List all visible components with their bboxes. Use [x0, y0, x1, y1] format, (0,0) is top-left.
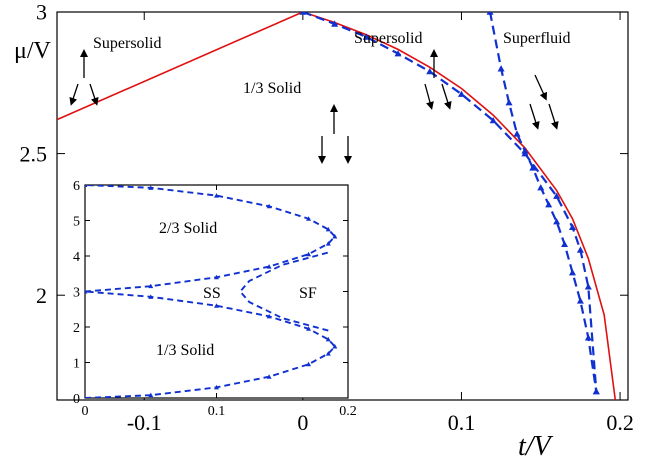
series-point-1 — [266, 203, 272, 209]
series-point-1 — [214, 274, 219, 280]
label-superfluid: Superfluid — [503, 30, 571, 47]
series-point-0 — [266, 313, 272, 319]
y-tick-label: 3 — [36, 0, 47, 25]
series-point-2 — [486, 12, 494, 15]
inset-series-group — [85, 185, 338, 398]
series-point-2 — [584, 334, 592, 341]
label-ss-inset: SS — [203, 285, 221, 302]
x-tick-label: 0 — [82, 404, 89, 419]
y-tick-label: 2.5 — [20, 141, 48, 166]
series-point-2 — [568, 269, 576, 276]
y-tick-label: 5 — [73, 214, 80, 229]
x-tick-label: 0 — [297, 410, 308, 435]
series-point-1 — [331, 20, 339, 27]
main-ylabel: μ/V — [14, 38, 52, 64]
series-point-0 — [306, 326, 312, 331]
series-point-1 — [148, 283, 154, 289]
series-point-2 — [497, 65, 505, 72]
main-xlabel: t/V — [518, 431, 554, 462]
y-tick-label: 6 — [73, 179, 80, 194]
y-tick-label: 0 — [73, 392, 80, 407]
main-axis-ticks: -0.1 0 0.1 0.2 2 2.5 3 — [20, 0, 634, 435]
series-point-1 — [553, 192, 561, 199]
label-one-third-solid-main: 1/3 Solid — [243, 80, 301, 97]
series-line-0-b — [302, 12, 617, 400]
series-point-1 — [332, 233, 338, 239]
series-point-1 — [214, 193, 219, 198]
main-plot-frame — [56, 11, 629, 401]
series-point-0 — [325, 336, 331, 342]
series-point-1 — [489, 116, 497, 124]
spin-arrows-supersolid-left — [69, 49, 99, 106]
series-point-1 — [568, 223, 576, 231]
series-point-0 — [214, 384, 219, 390]
series-point-0 — [85, 395, 87, 398]
x-tick-label: 0.1 — [448, 410, 476, 435]
series-point-1 — [394, 50, 402, 57]
series-point-2 — [513, 130, 521, 137]
label-two-thirds-solid: 2/3 Solid — [159, 220, 217, 237]
series-point-2 — [592, 388, 600, 395]
y-tick-label: 3 — [73, 285, 80, 300]
series-point-1 — [266, 264, 272, 269]
series-line-2 — [488, 12, 598, 392]
series-point-1 — [85, 185, 88, 187]
y-tick-label: 2 — [73, 321, 80, 336]
series-point-2 — [529, 164, 537, 171]
series-point-2 — [576, 297, 584, 304]
label-supersolid-left: Supersolid — [93, 35, 161, 52]
series-point-1 — [306, 251, 312, 257]
label-supersolid-right: Supersolid — [354, 30, 422, 47]
series-point-1 — [362, 33, 370, 40]
spin-arrows-solid — [318, 104, 352, 164]
spin-arrows-supersolid-right — [424, 49, 452, 110]
series-point-1 — [148, 185, 154, 190]
inset-axis-ticks: 0 0.1 0.2 0 1 2 3 4 5 6 — [73, 179, 357, 419]
series-point-1 — [325, 226, 331, 232]
series-point-1 — [426, 67, 434, 75]
x-tick-label: -0.1 — [127, 410, 162, 435]
series-point-1 — [457, 90, 465, 97]
series-point-0 — [332, 344, 338, 349]
series-point-2 — [561, 240, 569, 248]
series-point-2 — [537, 184, 545, 191]
inset-plot-frame — [84, 184, 349, 399]
series-point-1 — [85, 289, 88, 294]
series-point-1 — [306, 216, 312, 221]
series-point-2 — [553, 218, 561, 225]
series-point-0 — [306, 361, 312, 367]
y-tick-label: 2 — [36, 283, 47, 308]
series-point-2 — [521, 147, 529, 154]
series-point-2 — [505, 99, 513, 106]
series-point-1 — [299, 12, 307, 15]
series-point-0 — [325, 351, 331, 356]
spin-arrows-superfluid — [529, 74, 559, 130]
series-point-0 — [148, 392, 154, 398]
series-point-0 — [266, 374, 272, 379]
series-line-0 — [57, 12, 304, 121]
series-point-1 — [584, 283, 592, 290]
series-point-1 — [325, 241, 331, 246]
series-point-1 — [576, 246, 584, 253]
x-tick-label: 0.2 — [606, 410, 634, 435]
series-point-0 — [148, 294, 154, 299]
y-tick-label: 4 — [73, 250, 80, 265]
series-point-2 — [545, 201, 553, 208]
x-tick-label: 0.1 — [208, 404, 226, 419]
series-point-0 — [214, 303, 219, 308]
y-tick-label: 1 — [73, 356, 80, 371]
label-sf-inset: SF — [299, 285, 317, 302]
label-one-third-solid-inset: 1/3 Solid — [156, 342, 214, 359]
x-tick-label: 0.2 — [339, 404, 357, 419]
